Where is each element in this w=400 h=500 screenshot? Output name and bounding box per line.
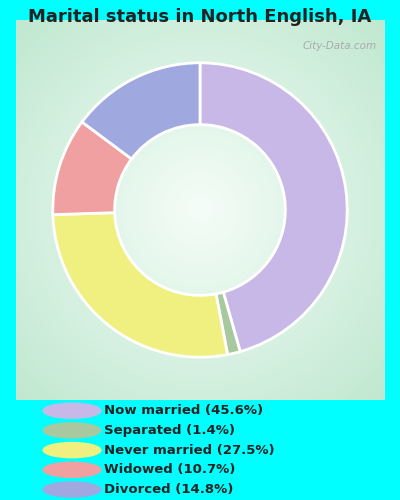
Wedge shape <box>53 122 132 214</box>
Circle shape <box>43 462 101 477</box>
Text: City-Data.com: City-Data.com <box>302 40 377 50</box>
Circle shape <box>43 423 101 438</box>
Wedge shape <box>82 63 200 159</box>
Text: Separated (1.4%): Separated (1.4%) <box>104 424 235 437</box>
Text: Divorced (14.8%): Divorced (14.8%) <box>104 483 233 496</box>
Text: Never married (27.5%): Never married (27.5%) <box>104 444 275 456</box>
Circle shape <box>43 403 101 418</box>
Text: Widowed (10.7%): Widowed (10.7%) <box>104 464 235 476</box>
Wedge shape <box>200 63 347 352</box>
Text: Marital status in North English, IA: Marital status in North English, IA <box>28 8 372 26</box>
Circle shape <box>43 482 101 497</box>
Wedge shape <box>216 292 240 354</box>
Circle shape <box>43 442 101 458</box>
Wedge shape <box>53 212 228 357</box>
Text: Now married (45.6%): Now married (45.6%) <box>104 404 263 417</box>
